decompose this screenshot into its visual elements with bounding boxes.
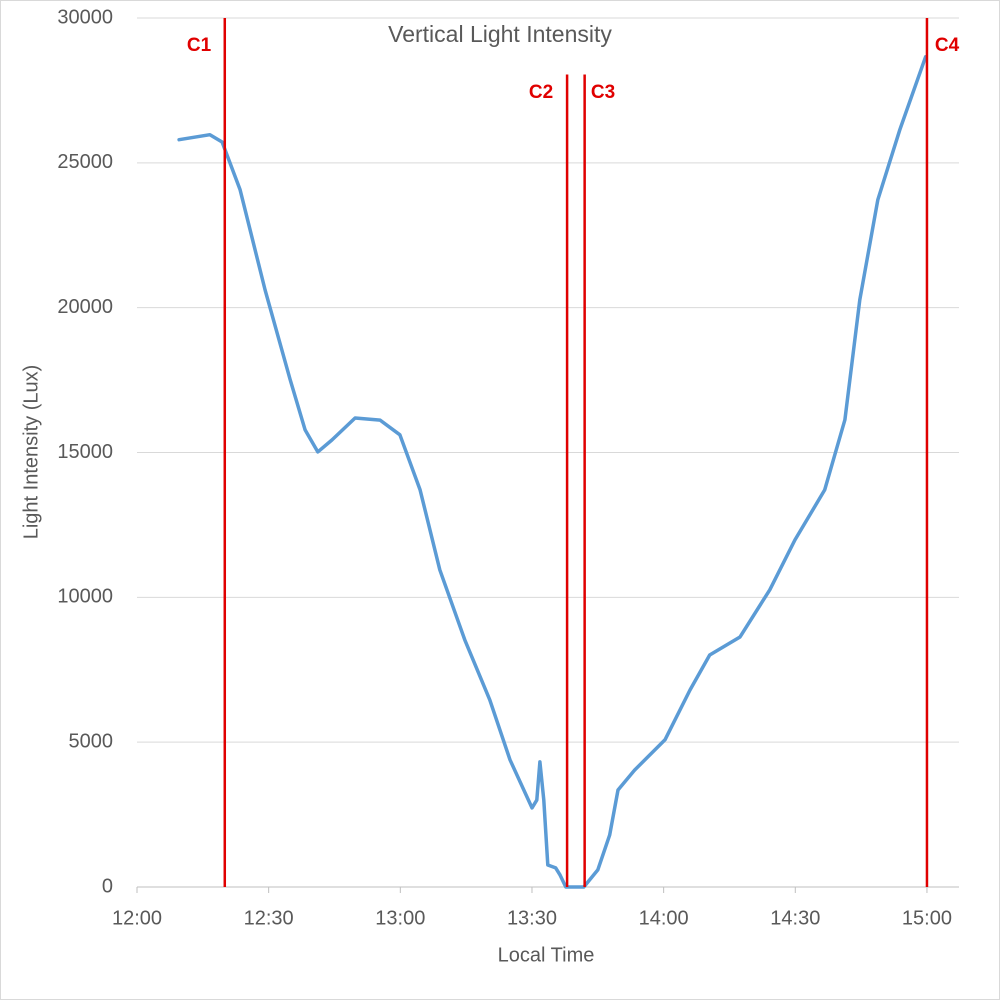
- y-tick-label: 5000: [69, 730, 114, 752]
- y-tick-label: 20000: [57, 296, 113, 318]
- x-tick-label: 14:30: [770, 907, 820, 929]
- chart-title: Vertical Light Intensity: [388, 21, 612, 47]
- y-tick-label: 25000: [57, 151, 113, 173]
- x-tick-label: 12:00: [112, 907, 162, 929]
- y-tick-label: 30000: [57, 6, 113, 28]
- marker-label: C3: [591, 82, 615, 103]
- x-tick-label: 14:00: [639, 907, 689, 929]
- y-tick-label: 0: [102, 875, 113, 897]
- x-axis-title: Local Time: [498, 944, 595, 966]
- marker-label: C1: [187, 35, 212, 56]
- x-tick-label: 13:30: [507, 907, 557, 929]
- y-axis-title: Light Intensity (Lux): [20, 365, 42, 540]
- x-tick-label: 13:00: [375, 907, 425, 929]
- y-tick-label: 10000: [57, 586, 113, 608]
- marker-label: C2: [529, 82, 553, 103]
- data-line: [177, 55, 928, 889]
- x-tick-label: 12:30: [244, 907, 294, 929]
- y-tick-label: 15000: [57, 441, 113, 463]
- marker-label: C4: [935, 35, 960, 56]
- x-tick-label: 15:00: [902, 907, 952, 929]
